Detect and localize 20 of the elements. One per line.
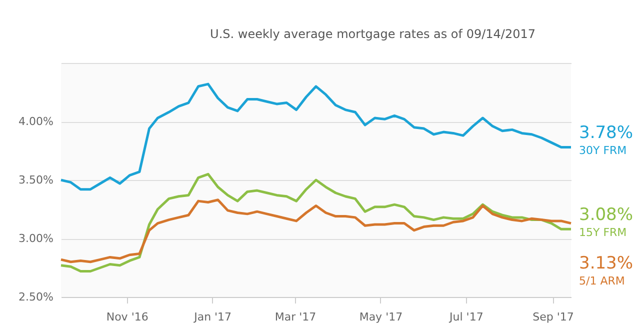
data-label: 3.13% bbox=[579, 253, 634, 274]
x-tick-label: May '17 bbox=[359, 310, 403, 324]
chart-subtitle: U.S. weekly average mortgage rates as of 09/14/2017 bbox=[210, 27, 536, 41]
x-tick-label: Jan '17 bbox=[193, 310, 232, 324]
line-series bbox=[60, 82, 572, 191]
x-tick-label: Mar '17 bbox=[274, 310, 316, 324]
text: 5/1 ARM bbox=[579, 274, 625, 288]
x-tick-label: Sep '17 bbox=[532, 310, 574, 324]
series-label: 30Y FRM bbox=[579, 144, 627, 158]
line-series bbox=[60, 198, 572, 264]
x-tick-label: Jul '17 bbox=[448, 310, 484, 324]
line-series bbox=[60, 172, 572, 273]
data-label: 3.78% bbox=[579, 123, 634, 144]
series-label: 15Y FRM bbox=[579, 226, 627, 240]
y-tick-label: 2.50% bbox=[18, 290, 54, 304]
y-tick-label: 4.00% bbox=[18, 115, 54, 128]
data-label: 3.08% bbox=[579, 205, 634, 226]
y-tick-label: 3.50% bbox=[18, 174, 54, 186]
x-tick-label: Nov '16 bbox=[106, 310, 148, 324]
y-tick-label: 3.00% bbox=[18, 232, 54, 245]
